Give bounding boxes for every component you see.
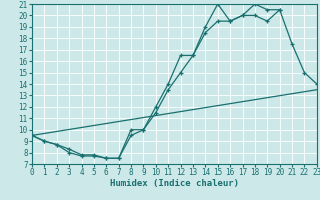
X-axis label: Humidex (Indice chaleur): Humidex (Indice chaleur) [110, 179, 239, 188]
